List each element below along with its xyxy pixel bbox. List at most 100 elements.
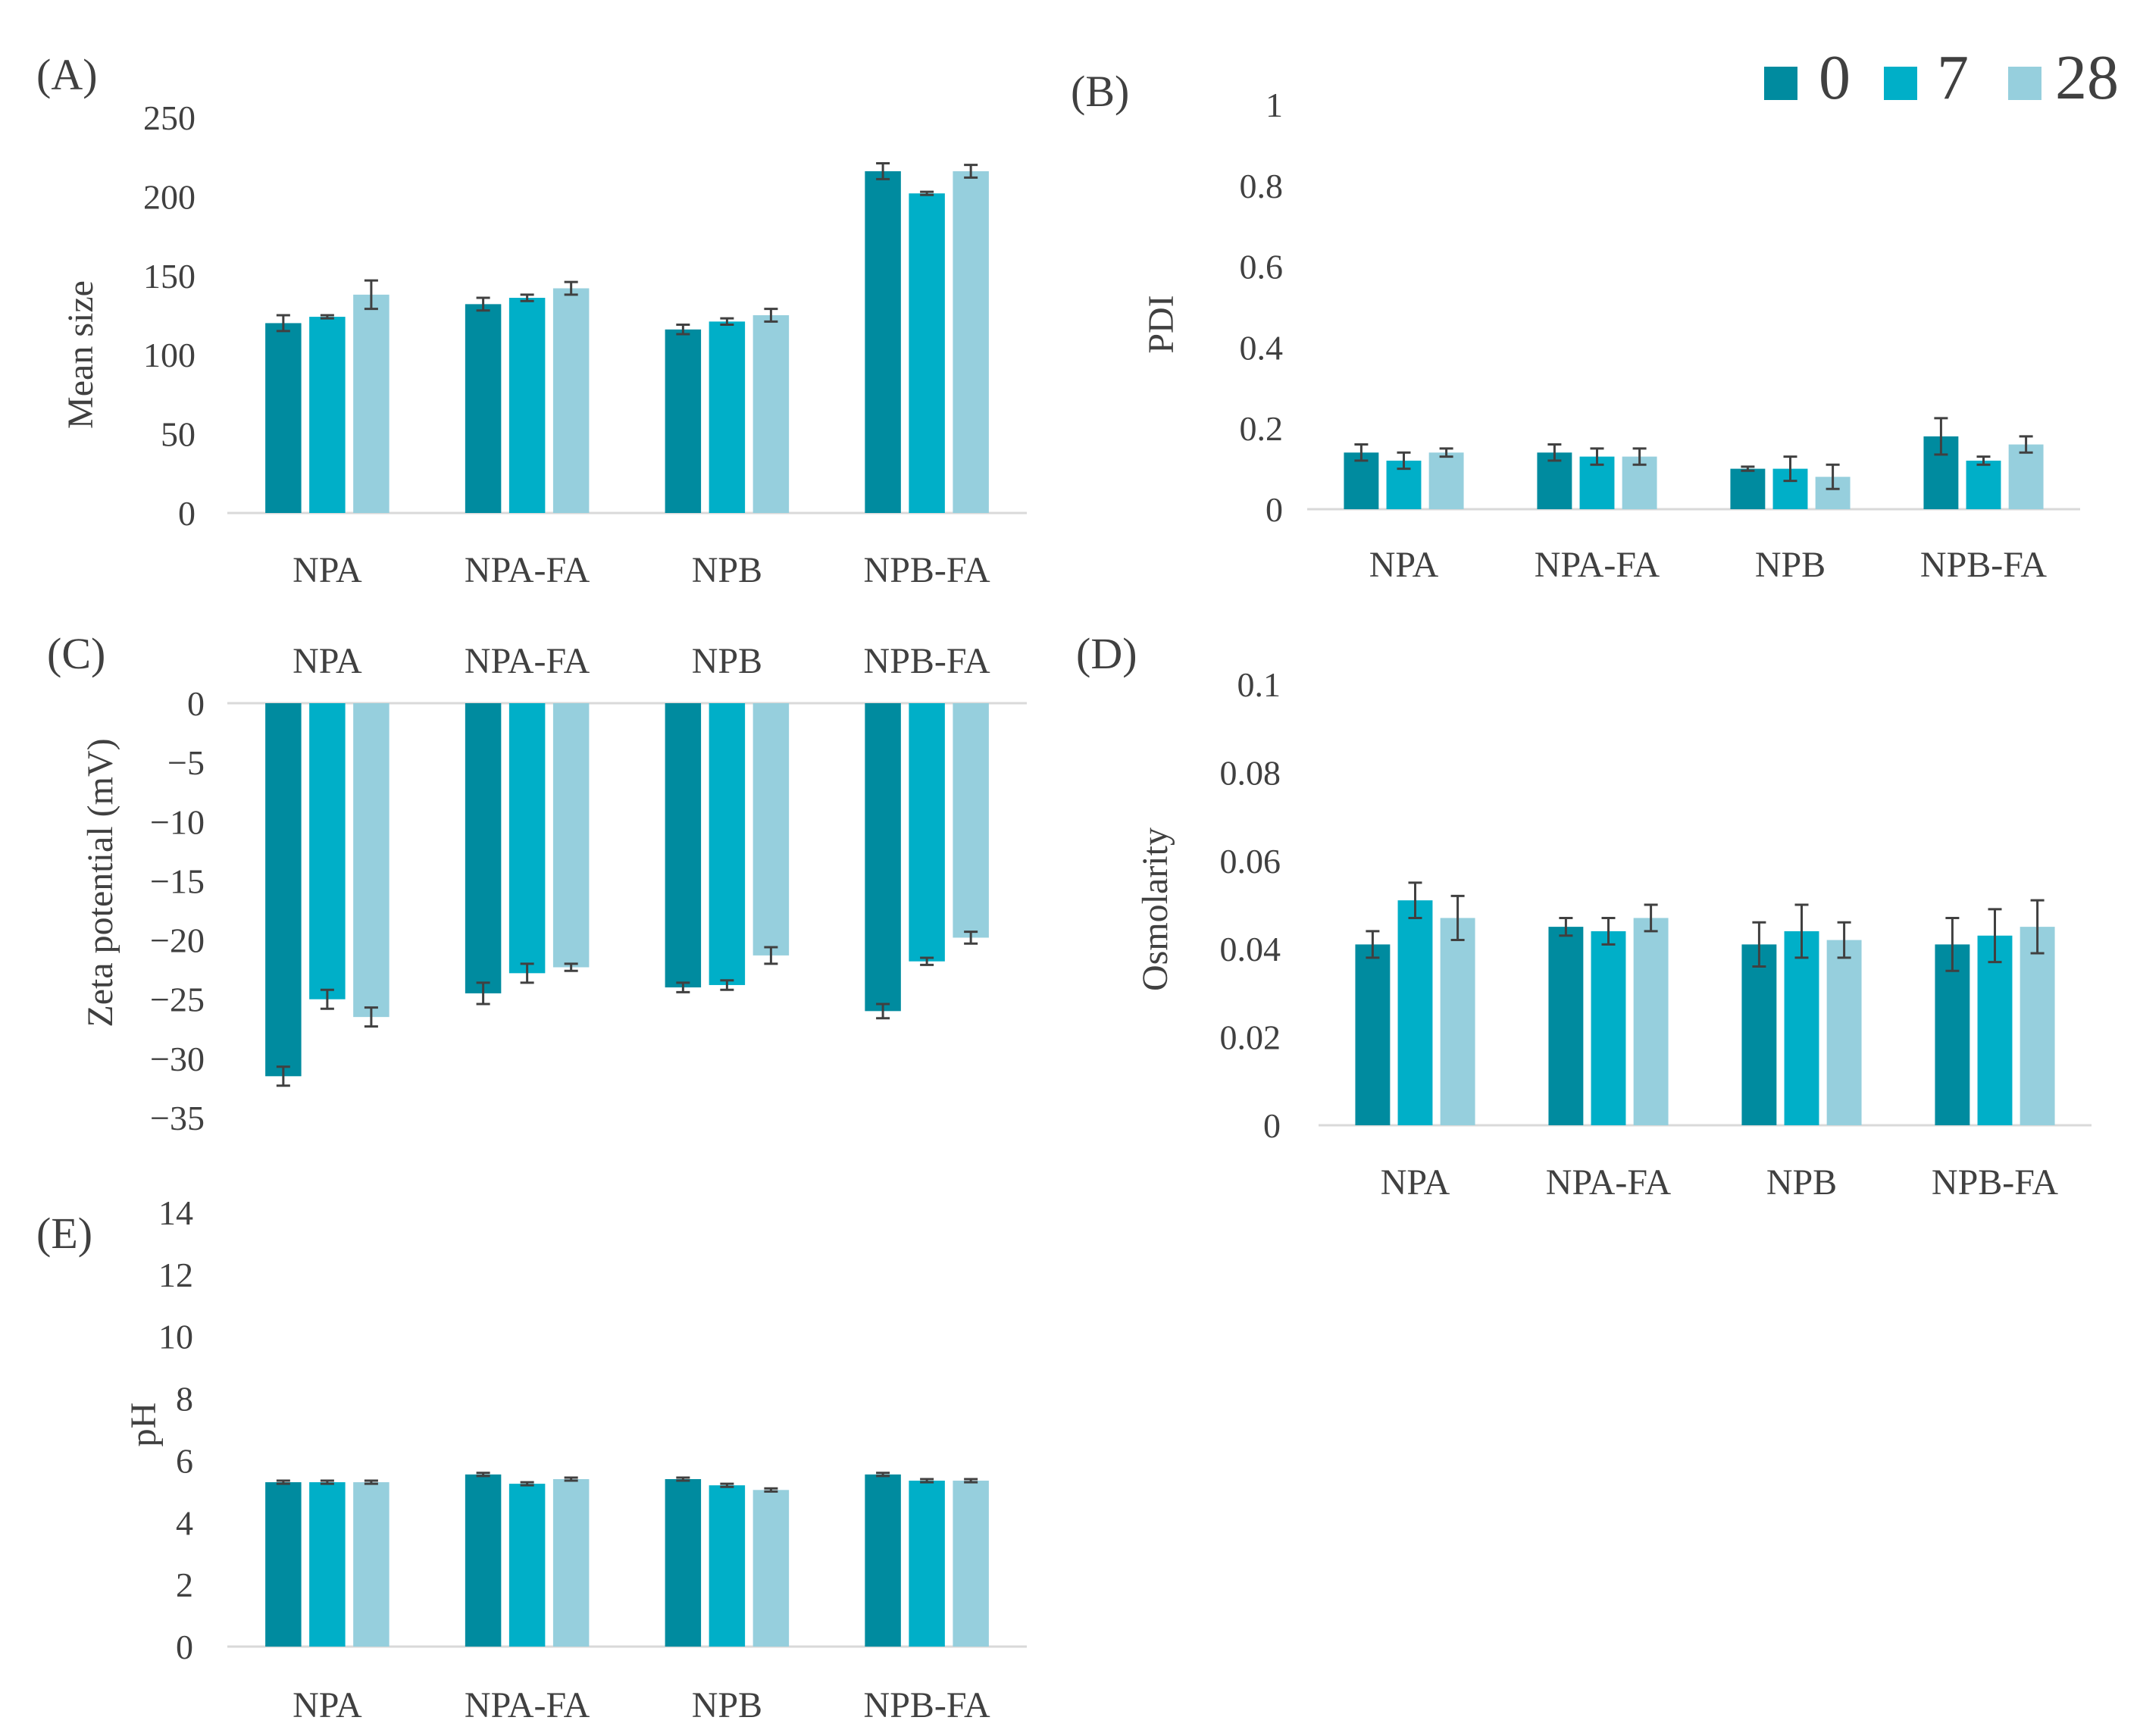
category-label: NPA-FA	[1535, 545, 1660, 585]
error-bar	[276, 1065, 290, 1087]
bar-28	[953, 703, 989, 938]
bar-7	[1966, 460, 2001, 509]
error-bar	[920, 190, 934, 196]
legend-swatch-0	[1764, 67, 1797, 100]
y-tick-label: −35	[150, 1099, 205, 1137]
bar-7	[508, 1484, 546, 1647]
legend-label: 28	[2055, 42, 2119, 113]
category-label: NPA	[1381, 1162, 1450, 1203]
bar-28	[552, 1478, 590, 1647]
error-bar	[1934, 417, 1948, 456]
error-bar	[476, 296, 490, 312]
y-tick-label: 0.04	[1220, 930, 1281, 968]
y-tick-label: 0.06	[1220, 842, 1281, 881]
error-bar	[320, 1479, 334, 1485]
error-bar	[964, 164, 978, 179]
y-tick-label: 150	[143, 257, 196, 296]
error-bar	[1794, 903, 1809, 959]
error-bar	[520, 293, 534, 302]
y-tick-label: −25	[150, 981, 205, 1019]
y-tick-label: 10	[158, 1318, 193, 1356]
bar-28	[552, 288, 590, 513]
bar-28	[953, 1481, 989, 1647]
category-label: NPB	[692, 1685, 762, 1725]
bar-28	[2008, 444, 2044, 509]
error-bar	[764, 1487, 778, 1493]
category-label: NPB	[1766, 1162, 1837, 1203]
panel-label: (D)	[1076, 629, 1137, 678]
error-bar	[1397, 451, 1411, 471]
bar-28	[953, 170, 989, 513]
bar-0	[1344, 452, 1379, 509]
bar-0	[665, 703, 702, 988]
y-tick-label: 1	[1266, 86, 1283, 124]
error-bar	[676, 324, 690, 336]
bar-7	[1591, 931, 1626, 1125]
bar-0	[465, 304, 502, 513]
chart-panel-a: (A) Mean size 0 50 100 150 200 250 NPA NPA-FA NPB N…	[36, 50, 1027, 590]
y-tick-label: 100	[143, 336, 196, 374]
bar-7	[309, 1482, 346, 1647]
y-tick-label: 0	[1266, 490, 1283, 529]
error-bar	[1988, 908, 2002, 964]
error-bar	[876, 1003, 890, 1020]
error-bar	[476, 1472, 490, 1478]
error-bar	[676, 981, 690, 993]
bar-0	[265, 1482, 302, 1647]
bar-28	[552, 703, 590, 968]
bar-28	[353, 1482, 390, 1647]
category-label: NPB-FA	[864, 550, 990, 590]
y-tick-label: 14	[158, 1193, 193, 1232]
error-bar	[2030, 899, 2045, 955]
bar-0	[1548, 927, 1584, 1125]
error-bar	[364, 279, 378, 311]
error-bar	[276, 1479, 290, 1485]
category-label: NPB-FA	[1920, 545, 2047, 585]
error-bar	[364, 1006, 378, 1028]
y-tick-label: 2	[176, 1566, 193, 1604]
error-bar	[1366, 930, 1380, 959]
error-bar	[876, 1472, 890, 1478]
bar-0	[1741, 944, 1777, 1125]
error-bar	[764, 308, 778, 323]
error-bar	[276, 314, 290, 333]
error-bar	[764, 946, 778, 965]
bar-0	[865, 1474, 901, 1647]
bar-0	[665, 1478, 702, 1647]
bar-28	[353, 703, 390, 1018]
bar-7	[909, 193, 945, 513]
bar-0	[665, 329, 702, 513]
category-label: NPB	[692, 550, 762, 590]
chart-panel-c: (C) Zeta potential (mV) 0 −5 −10 −15 −20 −25 −30…	[47, 629, 1027, 1137]
y-tick-label: 0.08	[1220, 753, 1281, 792]
y-tick-label: 0.8	[1240, 167, 1284, 205]
category-label: NPA-FA	[465, 1685, 590, 1725]
bar-7	[309, 703, 346, 999]
y-tick-label: 50	[161, 415, 196, 454]
error-bar	[1644, 903, 1658, 933]
category-label: NPA	[293, 1685, 362, 1725]
error-bar	[676, 1476, 690, 1482]
y-tick-label: 0	[187, 684, 205, 723]
y-tick-label: 0.4	[1240, 328, 1284, 367]
bar-7	[508, 703, 546, 974]
bar-28	[1826, 940, 1862, 1125]
error-bar	[2019, 435, 2033, 454]
error-bar	[920, 1478, 934, 1484]
panel-label: (E)	[36, 1209, 92, 1258]
error-bar	[720, 317, 734, 327]
error-bar	[1601, 916, 1616, 946]
bar-0	[865, 703, 901, 1012]
error-bar	[1741, 465, 1755, 472]
legend-swatch-28	[2008, 67, 2041, 100]
bar-0	[1537, 452, 1572, 509]
error-bar	[520, 1481, 534, 1487]
category-label: NPB	[692, 641, 762, 681]
bar-7	[709, 703, 746, 985]
error-bar	[1632, 447, 1647, 466]
bar-0	[265, 323, 302, 513]
y-tick-label: −5	[167, 743, 205, 782]
y-tick-label: 0	[1263, 1106, 1281, 1145]
error-bar	[1559, 916, 1573, 937]
y-tick-label: 250	[143, 99, 196, 137]
